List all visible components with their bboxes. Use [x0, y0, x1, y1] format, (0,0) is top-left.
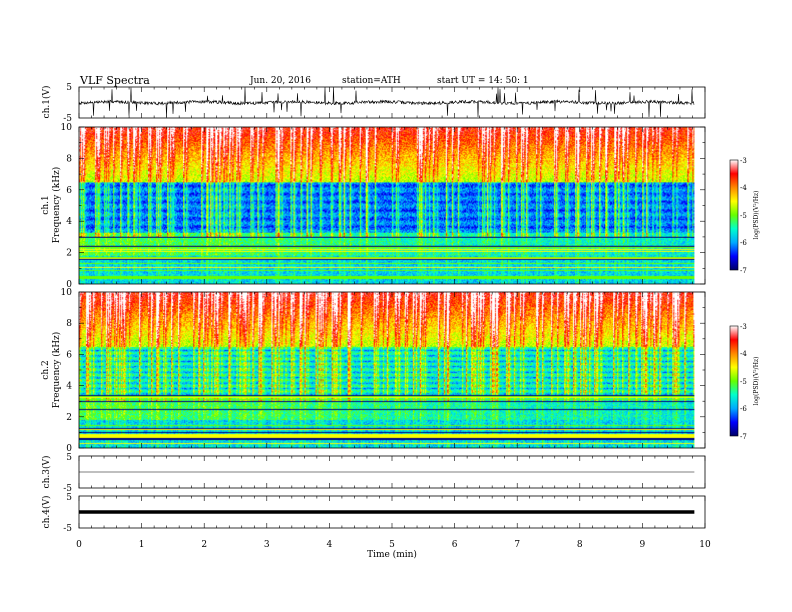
ch1-ytick-bottom: -5	[63, 114, 72, 124]
ch2-colorbar-tick-3: -5	[740, 378, 747, 386]
frequency-tick-label: 6	[66, 186, 72, 196]
ch1-spectrogram-panel: 0 2 4 6 8 10 ch.1 Frequency (kHz) -3 -4 -5 -6…	[41, 123, 760, 290]
ch2-colorbar-tick-max: -3	[740, 323, 747, 331]
ch1-colorbar-label: log(PSD)(V²/Hz)	[753, 191, 760, 240]
frequency-tick-label: 8	[66, 154, 72, 164]
x-tick-label: 8	[577, 540, 583, 550]
x-tick-label: 3	[264, 540, 270, 550]
ch2-colorbar-tick-2: -4	[740, 350, 747, 358]
station-label: station=ATH	[342, 76, 401, 86]
start-time-label: start UT = 14: 50: 1	[437, 76, 529, 86]
ch1-ytick-top: 5	[66, 83, 72, 93]
ch1-colorbar-tick-max: -3	[740, 157, 747, 165]
frequency-tick-label: 10	[61, 288, 73, 298]
ch3-waveform-xticks	[78, 456, 706, 488]
ch3-ytick-top: 5	[66, 453, 72, 463]
ch1-colorbar: -3 -4 -5 -6 -7 log(PSD)(V²/Hz)	[729, 157, 760, 275]
ch1-waveform-xticks	[78, 87, 706, 118]
frequency-tick-label: 0	[66, 280, 72, 290]
ch2-colorbar-label: log(PSD)(V²/Hz)	[753, 357, 760, 406]
ch3-ytick-bottom: -5	[63, 484, 72, 494]
frequency-tick-label: 2	[66, 413, 72, 423]
figure-header: VLF Spectra Jun. 20, 2016 station=ATH st…	[79, 74, 529, 87]
x-tick-label: 4	[327, 540, 333, 550]
frequency-tick-label: 6	[66, 350, 72, 360]
x-tick-label: 0	[76, 540, 82, 550]
ch1-waveform-ylabel: ch.1(V)	[41, 86, 52, 119]
ch1-frequency-ticks: 0 2 4 6 8 10	[61, 123, 705, 290]
ch1-frequency-axis-label: Frequency (kHz)	[51, 167, 62, 244]
ch2-spectrogram-panel: 0 2 4 6 8 10 ch.2 Frequency (kHz) -3 -4 -5 -6…	[41, 288, 760, 454]
date-label: Jun. 20, 2016	[249, 76, 311, 86]
ch2-frequency-ticks: 0 2 4 6 8 10	[61, 288, 705, 454]
frequency-tick-label: 0	[66, 444, 72, 454]
ch1-waveform-line	[78, 86, 695, 118]
x-tick-label: 7	[514, 540, 520, 550]
ch2-spectrogram-label: ch.2	[41, 360, 51, 379]
ch2-colorbar-scale	[729, 325, 739, 437]
ch1-spectrogram-label: ch.1	[41, 195, 51, 214]
time-axis-tick-labels: 0 1 2 3 4 5 6 7 8 9 10	[76, 540, 711, 550]
ch1-colorbar-tick-2: -4	[740, 184, 747, 192]
ch1-colorbar-tick-3: -5	[740, 212, 747, 220]
frequency-tick-label: 8	[66, 319, 72, 329]
ch1-spectrogram-image	[79, 127, 695, 284]
ch1-colorbar-tick-min: -7	[740, 267, 747, 275]
x-tick-label: 2	[201, 540, 207, 550]
ch1-waveform-panel: 5 -5 ch.1(V)	[41, 83, 706, 124]
ch1-colorbar-tick-4: -6	[740, 239, 747, 247]
ch2-spectrogram-image	[79, 292, 695, 448]
ch2-colorbar-tick-4: -6	[740, 405, 747, 413]
ch4-ytick-bottom: -5	[63, 524, 72, 534]
figure-title: VLF Spectra	[79, 74, 150, 87]
x-tick-label: 10	[699, 540, 711, 550]
ch2-colorbar-tick-min: -7	[740, 433, 747, 441]
ch1-spectrogram-xticks	[78, 127, 706, 284]
x-tick-label: 1	[139, 540, 145, 550]
ch4-waveform-ylabel: ch.4(V)	[41, 496, 52, 529]
ch4-waveform-panel: 5 -5 ch.4(V) 0 1 2 3 4 5 6 7 8 9 10 Time (min)	[41, 493, 711, 560]
frequency-tick-label: 4	[66, 217, 72, 227]
ch3-waveform-ylabel: ch.3(V)	[41, 456, 52, 489]
ch2-frequency-axis-label: Frequency (kHz)	[51, 332, 62, 409]
time-axis-label: Time (min)	[367, 549, 417, 560]
x-tick-label: 6	[452, 540, 458, 550]
ch4-waveform-xticks	[78, 496, 706, 528]
frequency-tick-label: 10	[61, 123, 73, 133]
x-tick-label: 5	[389, 540, 395, 550]
frequency-tick-label: 2	[66, 249, 72, 259]
ch2-spectrogram-xticks	[78, 292, 706, 448]
x-tick-label: 9	[640, 540, 646, 550]
ch1-colorbar-scale	[729, 159, 739, 271]
ch4-ytick-top: 5	[66, 493, 72, 503]
ch2-colorbar: -3 -4 -5 -6 -7 log(PSD)(V²/Hz)	[729, 323, 760, 441]
ch3-waveform-panel: 5 -5 ch.3(V)	[41, 453, 706, 494]
frequency-tick-label: 4	[66, 382, 72, 392]
